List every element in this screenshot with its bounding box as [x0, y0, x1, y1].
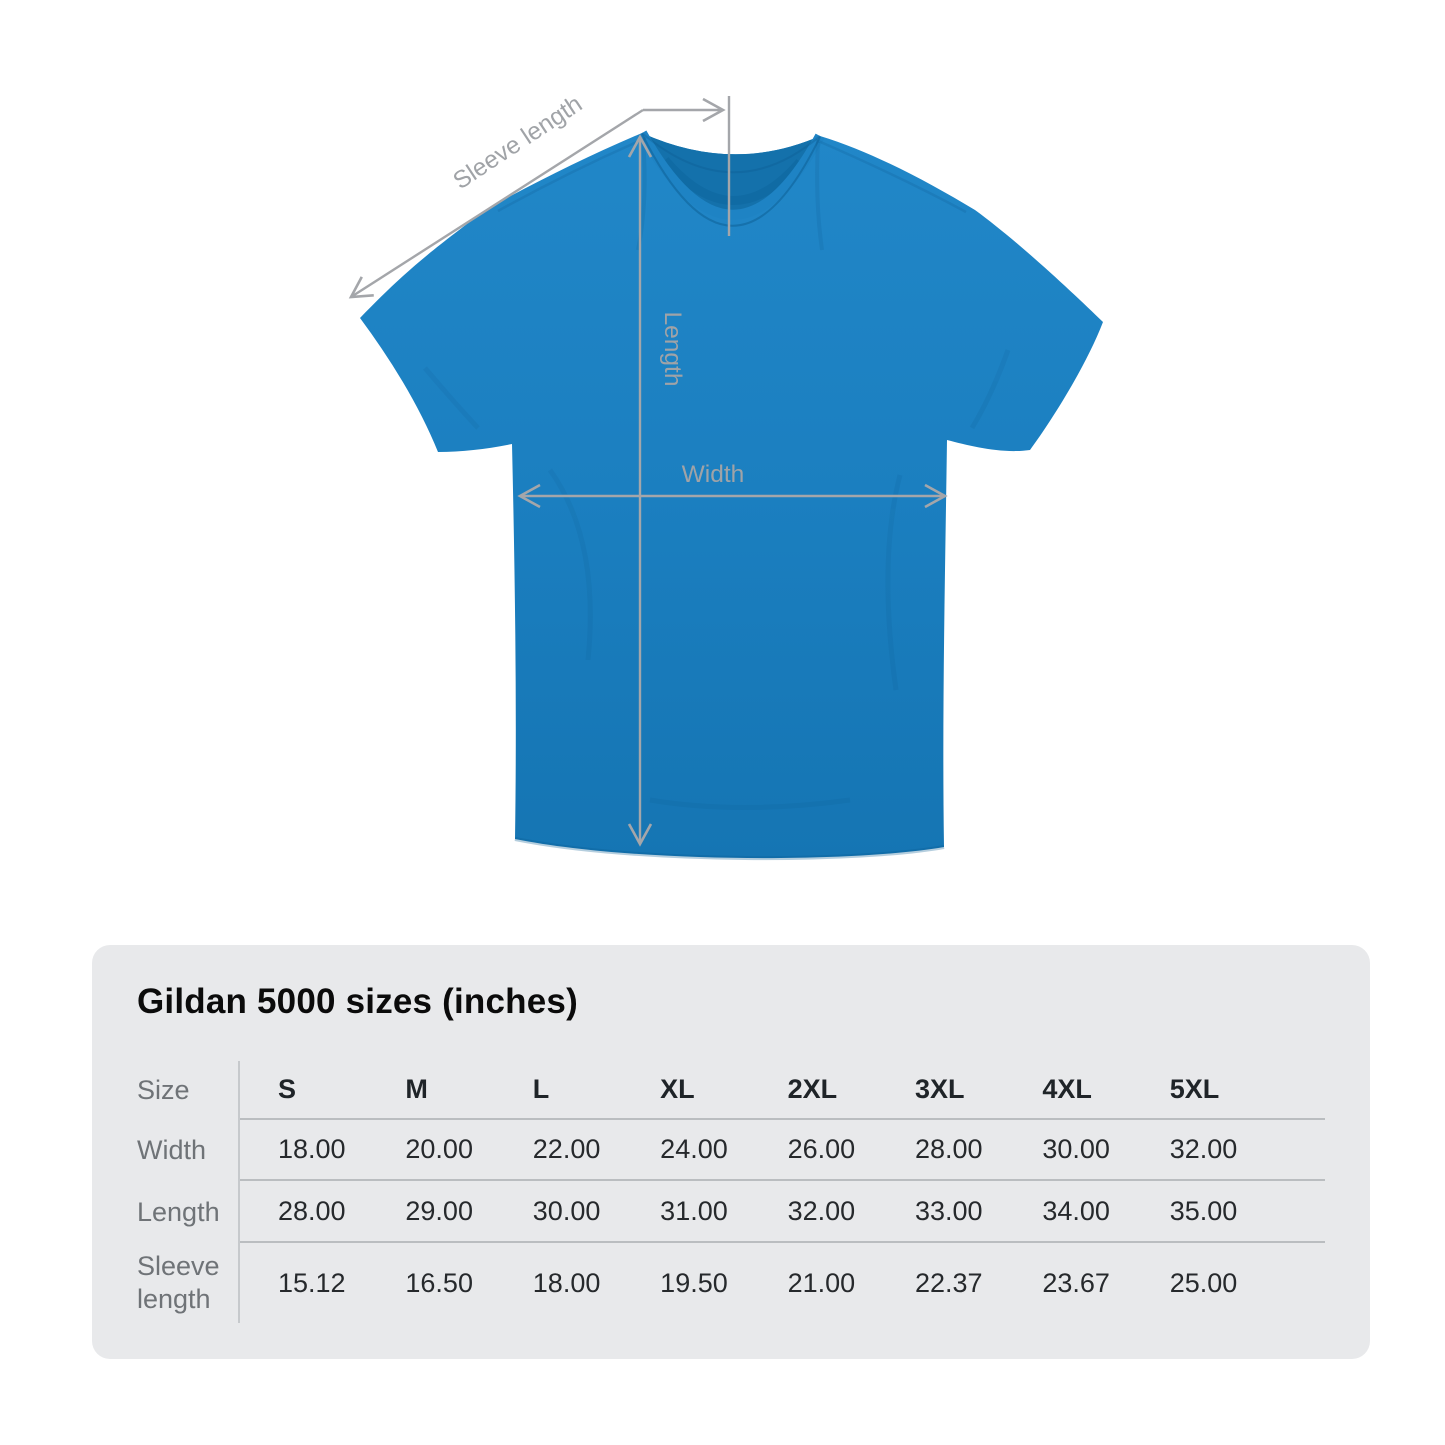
hem-edge — [514, 837, 945, 861]
sleeve-arrow-diagonal — [350, 108, 644, 299]
size-value-cell: 34.00 — [1004, 1181, 1132, 1243]
col-header: 4XL — [1004, 1061, 1132, 1120]
col-header: M — [367, 1061, 495, 1120]
size-value-cell: 35.00 — [1131, 1181, 1260, 1243]
row-label: Width — [137, 1120, 240, 1181]
row-label: Sleeve length — [137, 1243, 240, 1323]
size-value-cell: 32.00 — [1131, 1120, 1260, 1181]
col-header: 5XL — [1131, 1061, 1260, 1120]
size-value-cell: 30.00 — [1004, 1120, 1132, 1181]
shoulder-seam-left — [497, 136, 647, 213]
back-collar-seam — [641, 132, 821, 174]
size-value-cell: 21.00 — [787, 1267, 856, 1298]
size-value-cell: 28.00 — [240, 1181, 368, 1243]
size-value-cell: 18.00 — [240, 1120, 368, 1181]
col-header: L — [494, 1061, 623, 1120]
row-filler — [1259, 1181, 1325, 1243]
col-header: 3XL — [876, 1061, 1005, 1120]
size-value-cell: 26.00 — [749, 1120, 877, 1181]
col-header: 2XL — [749, 1061, 877, 1120]
size-value-cell: 32.00 — [749, 1181, 877, 1243]
neck-bowl-shadow — [661, 157, 804, 205]
measurement-annotations — [348, 96, 948, 847]
length-label: Length — [659, 312, 686, 387]
row-filler — [1259, 1243, 1325, 1323]
size-value-cell: 22.00 — [494, 1120, 623, 1181]
corner-label: Size — [137, 1061, 240, 1120]
size-value-cell: 25.00 — [1169, 1267, 1238, 1298]
size-value-cell: 16.50 — [405, 1267, 473, 1298]
arrowhead-left-icon — [517, 483, 541, 509]
arrowhead-sleeve-icon — [348, 276, 374, 299]
size-value-cell: 24.00 — [622, 1120, 750, 1181]
header-filler — [1259, 1061, 1325, 1120]
collar-seam — [641, 133, 821, 227]
size-value-cell: 22.37 — [914, 1267, 983, 1298]
arrowhead-right2-icon — [924, 483, 948, 509]
row-label: Length — [137, 1181, 240, 1243]
size-value-cell: 30.00 — [494, 1181, 623, 1243]
size-value-cell: 20.00 — [367, 1120, 495, 1181]
size-value-cell: 18.00 — [532, 1267, 601, 1298]
size-table: Size S M L XL 2XL 3XL 4XL 5XL Width 18.0… — [137, 1061, 1325, 1323]
size-value-cell: 15.12 — [278, 1267, 346, 1298]
size-value-cell: 29.00 — [367, 1181, 495, 1243]
size-value-cell: 33.00 — [876, 1181, 1005, 1243]
size-table-panel: Gildan 5000 sizes (inches) Size S M L XL… — [92, 945, 1370, 1359]
row-filler — [1259, 1120, 1325, 1181]
width-label: Width — [682, 461, 745, 488]
shoulder-seam-right — [815, 138, 967, 214]
table-title: Gildan 5000 sizes (inches) — [137, 982, 578, 1021]
arrowhead-up-icon — [627, 134, 653, 158]
size-value-cell: 23.67 — [1042, 1267, 1110, 1298]
size-value-cell: 28.00 — [876, 1120, 1005, 1181]
arrowhead-right-icon — [702, 97, 726, 123]
collar-fold-right — [815, 141, 824, 251]
size-value-cell: 19.50 — [660, 1267, 728, 1298]
col-header: XL — [622, 1061, 750, 1120]
arrowhead-down-icon — [627, 823, 653, 847]
tshirt-diagram: Sleeve length Length Width — [348, 91, 1103, 861]
collar-band — [637, 130, 825, 220]
col-header: S — [240, 1061, 368, 1120]
size-value-cell: 31.00 — [622, 1181, 750, 1243]
